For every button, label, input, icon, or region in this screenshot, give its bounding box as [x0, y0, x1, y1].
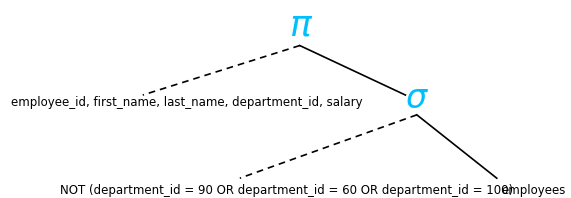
Text: employee_id, first_name, last_name, department_id, salary: employee_id, first_name, last_name, depa…: [11, 96, 363, 109]
Text: σ: σ: [407, 83, 427, 115]
Text: employees: employees: [502, 184, 566, 197]
Text: NOT (department_id = 90 OR department_id = 60 OR department_id = 100): NOT (department_id = 90 OR department_id…: [60, 184, 513, 197]
Text: π: π: [289, 9, 311, 43]
